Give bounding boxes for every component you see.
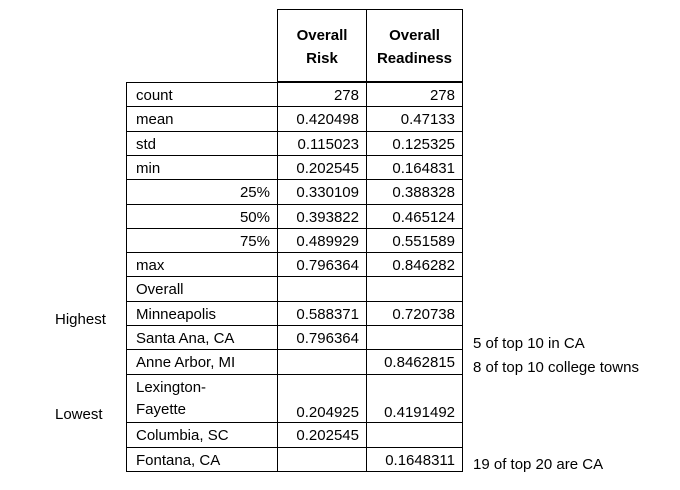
- row-label: count: [126, 82, 278, 107]
- readiness-value: 0.388328: [366, 179, 463, 205]
- readiness-value: 0.4191492: [366, 374, 463, 423]
- readiness-value: 0.846282: [366, 252, 463, 277]
- note-santa-ana: 5 of top 10 in CA: [473, 335, 585, 352]
- row-label: Lexington- Fayette: [126, 374, 278, 423]
- readiness-value: 0.8462815: [366, 349, 463, 375]
- risk-value: 278: [277, 82, 367, 107]
- row-label-line: Lexington-: [136, 379, 207, 396]
- readiness-value: [366, 276, 463, 302]
- risk-value: 0.330109: [277, 179, 367, 205]
- risk-value: 0.489929: [277, 228, 367, 253]
- readiness-value: [366, 422, 463, 448]
- readiness-value: 0.164831: [366, 155, 463, 180]
- risk-value: 0.202545: [277, 422, 367, 448]
- risk-value: 0.115023: [277, 131, 367, 156]
- row-label: Overall: [126, 276, 278, 302]
- row-label: 75%: [126, 228, 278, 253]
- readiness-value: 0.551589: [366, 228, 463, 253]
- readiness-value: [366, 325, 463, 350]
- readiness-value: 0.1648311: [366, 447, 463, 472]
- risk-value: [277, 349, 367, 375]
- row-label: 50%: [126, 204, 278, 229]
- row-label: 25%: [126, 179, 278, 205]
- risk-value: [277, 447, 367, 472]
- risk-value: 0.796364: [277, 325, 367, 350]
- note-fontana: 19 of top 20 are CA: [473, 456, 604, 473]
- readiness-value: 0.47133: [366, 106, 463, 132]
- header-overall-readiness: Overall Readiness: [366, 9, 463, 82]
- row-label: mean: [126, 106, 278, 132]
- row-label-line: Fayette: [136, 401, 187, 418]
- row-label: Columbia, SC: [126, 422, 278, 448]
- risk-value: 0.420498: [277, 106, 367, 132]
- header-risk-line2: Risk: [306, 50, 338, 67]
- risk-value: 0.796364: [277, 252, 367, 277]
- lowest-label: Lowest: [55, 406, 103, 423]
- risk-value: 0.393822: [277, 204, 367, 229]
- row-label: Santa Ana, CA: [126, 325, 278, 350]
- highest-label: Highest: [55, 311, 106, 328]
- note-anne-arbor: 8 of top 10 college towns: [473, 359, 639, 376]
- header-readiness-line1: Overall: [389, 27, 440, 44]
- row-label: min: [126, 155, 278, 180]
- header-overall-risk: Overall Risk: [277, 9, 367, 82]
- header-readiness-line2: Readiness: [376, 50, 453, 67]
- risk-value: 0.588371: [277, 301, 367, 326]
- risk-value: 0.202545: [277, 155, 367, 180]
- risk-value: [277, 276, 367, 302]
- row-label: max: [126, 252, 278, 277]
- row-label: Fontana, CA: [126, 447, 278, 472]
- header-risk-line1: Overall: [296, 27, 348, 44]
- row-label: Anne Arbor, MI: [126, 349, 278, 375]
- readiness-value: 0.125325: [366, 131, 463, 156]
- row-label: Minneapolis: [126, 301, 278, 326]
- risk-value: 0.204925: [277, 374, 367, 423]
- readiness-value: 0.720738: [366, 301, 463, 326]
- readiness-value: 0.465124: [366, 204, 463, 229]
- readiness-value: 278: [366, 82, 463, 107]
- row-label: std: [126, 131, 278, 156]
